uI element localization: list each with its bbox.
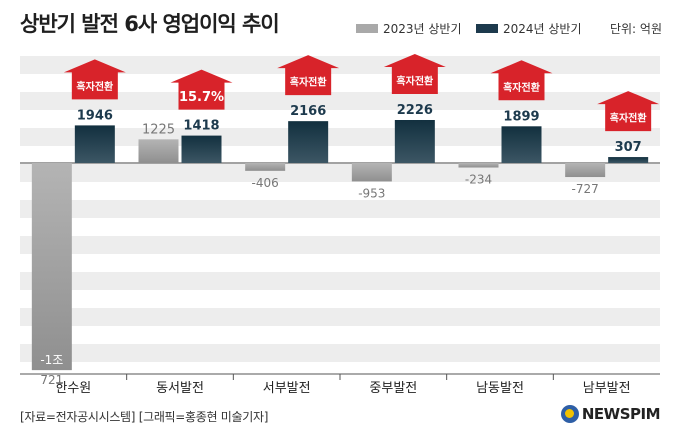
increase-arrow-icon [277, 55, 340, 96]
background-band [20, 236, 660, 254]
bar-2023 [245, 163, 286, 171]
increase-arrow-icon [170, 69, 233, 110]
bar-2024 [394, 119, 435, 163]
bar-2024 [501, 126, 542, 163]
category-label: 중부발전 [369, 381, 417, 396]
increase-arrow-icon [490, 60, 553, 101]
background-band [20, 128, 660, 146]
data-label-2024: 1899 [503, 109, 539, 124]
newspim-logo-icon [560, 405, 579, 423]
category-label: 남동발전 [476, 381, 524, 396]
bar-2023 [351, 163, 392, 182]
annotation-label: 흑자전환 [503, 81, 541, 94]
data-label-2024: 2166 [290, 104, 326, 119]
data-label-2023: -953 [358, 186, 385, 200]
background-band [20, 200, 660, 218]
data-label-2023: -1조 [40, 353, 63, 367]
data-label-2023: -727 [572, 182, 599, 196]
legend-swatch-2024 [476, 24, 498, 33]
data-label-2023: -234 [465, 173, 492, 187]
source-credit: [자료=전자공시시스템] [그래픽=홍종현 미술기자] [20, 410, 269, 424]
bar-2023 [31, 163, 72, 371]
data-label-2024: 1946 [77, 108, 113, 123]
background-band [20, 272, 660, 290]
increase-arrow-icon [383, 53, 446, 94]
background-band [20, 164, 660, 182]
increase-arrow-icon [597, 91, 660, 132]
legend-label-2024: 2024년 상반기 [503, 22, 582, 36]
data-label-2024: 307 [615, 140, 642, 155]
bar-2024 [181, 135, 222, 163]
data-label-2023: 1225 [142, 122, 175, 137]
data-label-2024: 2226 [397, 103, 433, 118]
increase-arrow-icon [63, 59, 126, 100]
unit-label: 단위: 억원 [609, 22, 662, 36]
bar-2024 [288, 121, 329, 163]
category-label: 남부발전 [583, 381, 631, 396]
legend-swatch-2023 [356, 24, 378, 33]
bar-2024 [74, 125, 115, 163]
data-label-2023: -406 [252, 176, 279, 190]
background-band [20, 344, 660, 362]
annotation-label: 흑자전환 [396, 74, 434, 87]
legend-item-2023: 2023년 상반기 [356, 20, 462, 37]
newspim-logo: NEWSPIM [560, 405, 661, 423]
data-label-2024: 1418 [183, 119, 219, 134]
background-band [20, 308, 660, 326]
annotation-label: 15.7% [179, 90, 224, 105]
bar-2023 [458, 163, 499, 168]
annotation-label: 흑자전환 [610, 112, 648, 125]
annotation-label: 흑자전환 [290, 76, 328, 89]
category-label: 서부발전 [263, 381, 311, 396]
category-label: 한수원 [55, 381, 91, 396]
data-label-2023: 721 [40, 373, 63, 387]
legend-item-2024: 2024년 상반기 [476, 20, 582, 37]
logo-text: NEWSPIM [581, 405, 661, 423]
bar-2024 [608, 157, 649, 163]
bar-2023 [138, 139, 179, 163]
category-label: 동서발전 [156, 381, 204, 396]
chart-title: 상반기 발전 6사 영업이익 추이 [20, 12, 280, 36]
annotation-label: 흑자전환 [76, 80, 114, 93]
legend-label-2023: 2023년 상반기 [383, 22, 462, 36]
bar-2023 [565, 163, 606, 178]
